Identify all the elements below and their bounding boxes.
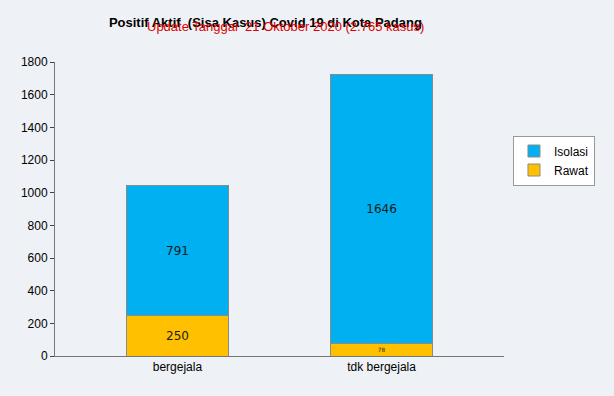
svg-text:250: 250 <box>166 329 189 343</box>
svg-text:bergejala: bergejala <box>153 360 203 374</box>
svg-text:1000: 1000 <box>21 186 48 200</box>
svg-text:800: 800 <box>28 219 48 233</box>
svg-text:1400: 1400 <box>21 121 48 135</box>
svg-text:200: 200 <box>28 317 48 331</box>
svg-text:400: 400 <box>28 284 48 298</box>
svg-text:1646: 1646 <box>366 202 397 216</box>
svg-text:600: 600 <box>28 251 48 265</box>
svg-text:Rawat: Rawat <box>554 164 589 178</box>
svg-text:791: 791 <box>166 244 189 258</box>
svg-text:Isolasi: Isolasi <box>554 145 588 159</box>
svg-text:0: 0 <box>41 349 48 363</box>
svg-text:78: 78 <box>378 347 386 353</box>
svg-text:1600: 1600 <box>21 88 48 102</box>
svg-text:1200: 1200 <box>21 153 48 167</box>
svg-text:tdk bergejala: tdk bergejala <box>347 360 416 374</box>
svg-text:1800: 1800 <box>21 55 48 69</box>
svg-text:Update Tanggal 21 Oktober 202: Update Tanggal 21 Oktober 2020 (2.765 ka… <box>147 19 424 34</box>
svg-text:Positif Aktif (Sisa Kasus) Co: Positif Aktif (Sisa Kasus) Covid 19 di K… <box>109 15 422 30</box>
